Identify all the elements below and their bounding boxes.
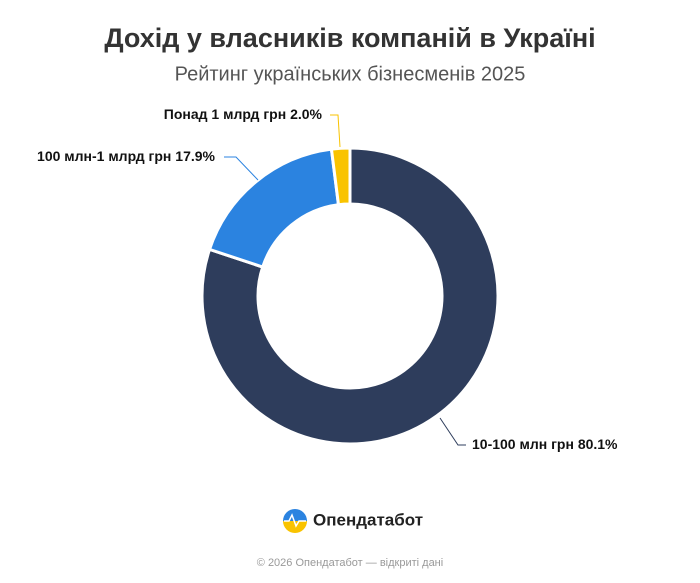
slice-label: 10-100 млн грн 80.1% bbox=[472, 436, 618, 452]
slice-label: 100 млн-1 млрд грн 17.9% bbox=[37, 148, 216, 164]
slice-value-label: 2.0% bbox=[290, 106, 322, 122]
chart-title: Дохід у власників компаній в Україні bbox=[104, 23, 595, 53]
brand-logo bbox=[283, 509, 307, 533]
leader-line bbox=[330, 114, 341, 148]
leader-line bbox=[439, 417, 466, 446]
slice-category: 100 млн-1 млрд грн bbox=[37, 148, 171, 164]
chart-subtitle: Рейтинг українських бізнесменів 2025 bbox=[175, 63, 526, 85]
donut-slice bbox=[208, 147, 340, 269]
brand-name: Опендатабот bbox=[313, 510, 423, 529]
slice-category: 10-100 млн грн bbox=[472, 436, 574, 452]
brand: Опендатабот bbox=[283, 509, 423, 533]
copyright: © 2026 Опендатабот — відкриті дані bbox=[257, 557, 443, 569]
brand-logo-line bbox=[284, 513, 306, 528]
slice-label: Понад 1 млрд грн 2.0% bbox=[164, 106, 323, 122]
slice-category: Понад 1 млрд грн bbox=[164, 106, 286, 122]
slice-value-label: 17.9% bbox=[175, 148, 215, 164]
slice-value-label: 80.1% bbox=[578, 436, 618, 452]
donut-slice bbox=[200, 146, 500, 446]
leader-line bbox=[224, 156, 259, 181]
donut-slice bbox=[329, 146, 352, 207]
